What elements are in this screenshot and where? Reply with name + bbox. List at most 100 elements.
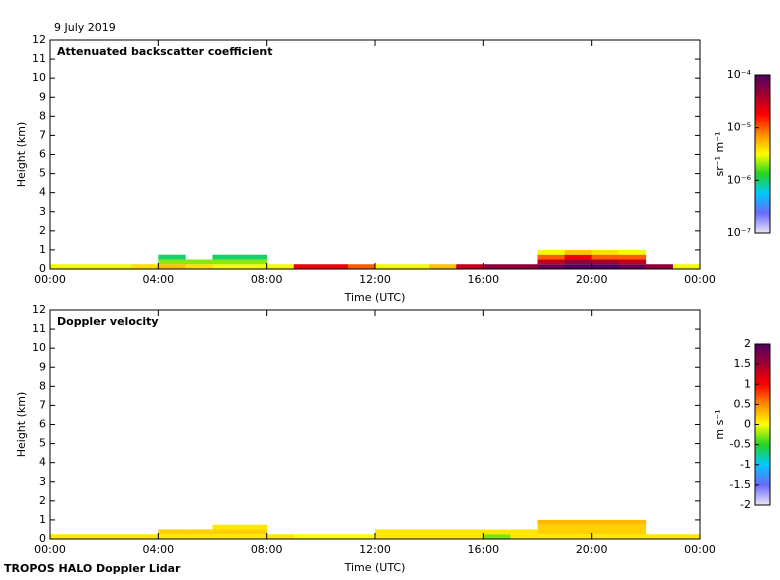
x-tick-label: 16:00 [467, 543, 499, 556]
heatmap-cell [591, 534, 620, 539]
heatmap-cell [347, 534, 376, 539]
heatmap-cell [591, 249, 620, 255]
heatmap-cell [591, 524, 620, 530]
x-tick-label: 12:00 [359, 543, 391, 556]
y-tick-label: 5 [39, 167, 46, 180]
x-tick-label: 20:00 [576, 543, 608, 556]
colorbar-tick-label: 0.5 [734, 397, 752, 410]
heatmap-cell [564, 524, 592, 530]
colorbar-tick-label: 1 [744, 377, 751, 390]
y-tick-label: 4 [39, 186, 46, 199]
date: 9 July 2019 [54, 21, 116, 34]
heatmap-cell [320, 534, 349, 539]
colorbar-tick-label: 10⁻⁷ [727, 226, 751, 239]
heatmap-cell [564, 254, 592, 260]
heatmap-cell [77, 264, 105, 269]
plot-frame [49, 309, 701, 540]
heatmap-cell [591, 519, 620, 525]
colorbar-tick-label: -2 [740, 498, 751, 511]
y-tick-label: 1 [39, 243, 46, 256]
heatmap-cell [185, 259, 213, 265]
colorbar-tick-label: 10⁻⁶ [727, 173, 752, 186]
colorbar-tick-label: 0 [744, 418, 751, 431]
heatmap-cell [510, 534, 538, 539]
colorbar [754, 74, 771, 234]
x-tick-label: 08:00 [251, 543, 283, 556]
heatmap-cell [293, 264, 322, 269]
y-tick-label: 7 [39, 398, 46, 411]
x-tick-label: 20:00 [576, 273, 608, 286]
heatmap-cell [402, 529, 430, 535]
heatmap-cell [429, 529, 457, 535]
heatmap-cell [158, 529, 186, 535]
heatmap-cell [456, 529, 484, 535]
colorbar-tick-label: -0.5 [730, 438, 751, 451]
heatmap-cell [591, 529, 620, 535]
y-tick-label: 2 [39, 224, 46, 237]
heatmap-cell [212, 524, 240, 530]
heatmap-cell [375, 264, 403, 269]
y-axis-label: Height (km) [15, 122, 28, 188]
heatmap-cell [158, 259, 186, 265]
y-tick-label: 3 [39, 475, 46, 488]
heatmap-cell [537, 254, 565, 260]
heatmap-cell [50, 264, 78, 269]
y-tick-label: 12 [32, 303, 46, 316]
x-tick-label: 12:00 [359, 273, 391, 286]
colorbar-tick-label: 2 [744, 337, 751, 350]
y-tick-label: 0 [39, 262, 46, 275]
colorbar-tick-label: 10⁻⁴ [727, 68, 752, 81]
x-axis-label: Time (UTC) [344, 291, 406, 304]
x-tick-label: 00:00 [34, 543, 66, 556]
heatmap-cell [618, 524, 647, 530]
y-tick-label: 1 [39, 513, 46, 526]
heatmap-cell [537, 529, 565, 535]
panel-title: Doppler velocity [57, 315, 159, 328]
y-tick-label: 9 [39, 360, 46, 373]
heatmap-cell [104, 264, 132, 269]
y-tick-label: 10 [32, 71, 46, 84]
heatmap-cell [185, 264, 213, 269]
colorbar-label: sr⁻¹ m⁻¹ [713, 132, 726, 177]
heatmap-cell [645, 534, 674, 539]
x-tick-label: 08:00 [251, 273, 283, 286]
y-tick-label: 8 [39, 379, 46, 392]
heatmap-cell [537, 519, 565, 525]
heatmap-cell [483, 264, 511, 269]
x-tick-label: 16:00 [467, 273, 499, 286]
plot-frame [49, 39, 701, 270]
y-tick-label: 0 [39, 532, 46, 545]
heatmap-cell [402, 264, 430, 269]
heatmap-cell [212, 259, 240, 265]
heatmap-cell [239, 534, 267, 539]
heatmap-cell [212, 254, 240, 260]
y-tick-label: 6 [39, 148, 46, 161]
x-tick-label: 00:00 [684, 543, 716, 556]
heatmap-cell [618, 264, 647, 269]
heatmap-cell [564, 529, 592, 535]
heatmap-cell [618, 519, 647, 525]
heatmap-cell [131, 534, 159, 539]
y-tick-label: 6 [39, 418, 46, 431]
heatmap-cell [185, 534, 213, 539]
heatmap-cell [375, 529, 403, 535]
x-tick-label: 00:00 [34, 273, 66, 286]
heatmap-cell [347, 264, 376, 269]
heatmap-cell [239, 524, 267, 530]
heatmap-cell [239, 254, 267, 260]
heatmap-cell [185, 529, 213, 535]
x-tick-label: 04:00 [142, 543, 174, 556]
heatmap-cell [618, 529, 647, 535]
heatmap-cell [537, 534, 565, 539]
heatmap-cell [510, 264, 538, 269]
x-axis-label: Time (UTC) [344, 561, 406, 574]
heatmap-cell [672, 534, 701, 539]
y-tick-label: 4 [39, 456, 46, 469]
heatmap-cell [591, 259, 620, 265]
heatmap-cell [456, 534, 484, 539]
heatmap-cell [266, 534, 295, 539]
x-tick-label: 04:00 [142, 273, 174, 286]
heatmap-cell [402, 534, 430, 539]
y-tick-label: 2 [39, 494, 46, 507]
